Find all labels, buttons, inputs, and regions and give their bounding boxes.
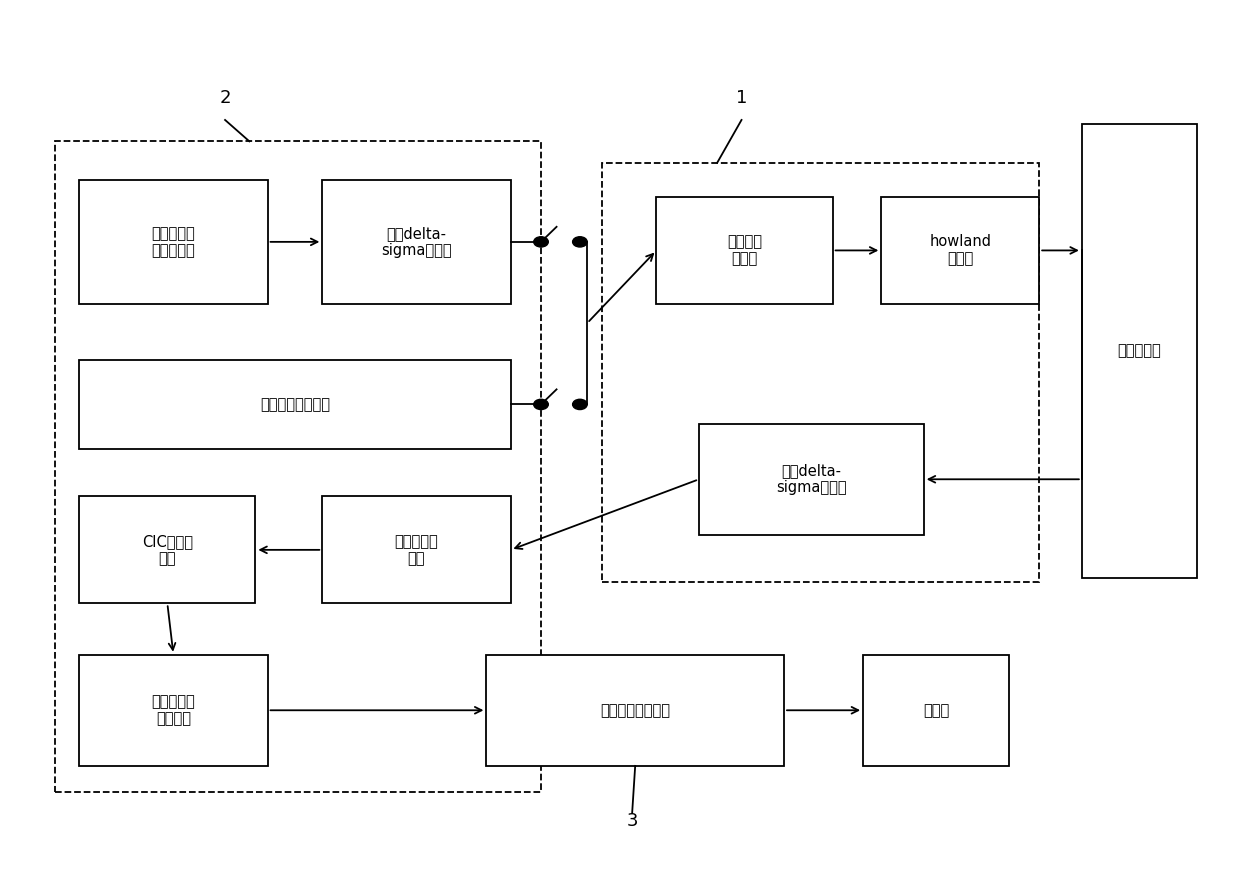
Bar: [486, 655, 784, 766]
Bar: [79, 655, 268, 766]
Bar: [601, 162, 1039, 582]
Circle shape: [533, 399, 548, 409]
Bar: [882, 197, 1039, 304]
Bar: [699, 423, 924, 535]
Bar: [1081, 124, 1197, 578]
Bar: [863, 655, 1009, 766]
Text: 模拟低通
滤波器: 模拟低通 滤波器: [727, 234, 763, 266]
Bar: [79, 180, 268, 304]
Bar: [55, 141, 541, 792]
Text: 待测生物体: 待测生物体: [1117, 343, 1162, 359]
Bar: [79, 497, 255, 603]
Text: 数据传输控制模块: 数据传输控制模块: [600, 703, 670, 718]
Circle shape: [573, 399, 588, 409]
Bar: [322, 497, 511, 603]
Bar: [322, 180, 511, 304]
Text: 2: 2: [219, 89, 231, 107]
Bar: [79, 360, 511, 450]
Text: 1: 1: [735, 89, 748, 107]
Circle shape: [573, 237, 588, 247]
Circle shape: [533, 237, 548, 247]
Text: 模拟delta-
sigma调制器: 模拟delta- sigma调制器: [776, 463, 847, 496]
Text: 3: 3: [626, 812, 637, 830]
Text: 直接数字式
频率合成器: 直接数字式 频率合成器: [151, 225, 195, 258]
Text: 数字delta-
sigma调制器: 数字delta- sigma调制器: [381, 225, 451, 258]
Text: 伪随机序列产生器: 伪随机序列产生器: [260, 397, 330, 412]
Bar: [656, 197, 832, 304]
Text: CIC抽取滤
波器: CIC抽取滤 波器: [141, 533, 193, 566]
Text: 上位机: 上位机: [923, 703, 949, 718]
Text: howland
电流源: howland 电流源: [929, 234, 991, 266]
Text: 数字低通滤
波器: 数字低通滤 波器: [394, 533, 438, 566]
Text: 快速傅立叶
变化模块: 快速傅立叶 变化模块: [151, 694, 195, 726]
